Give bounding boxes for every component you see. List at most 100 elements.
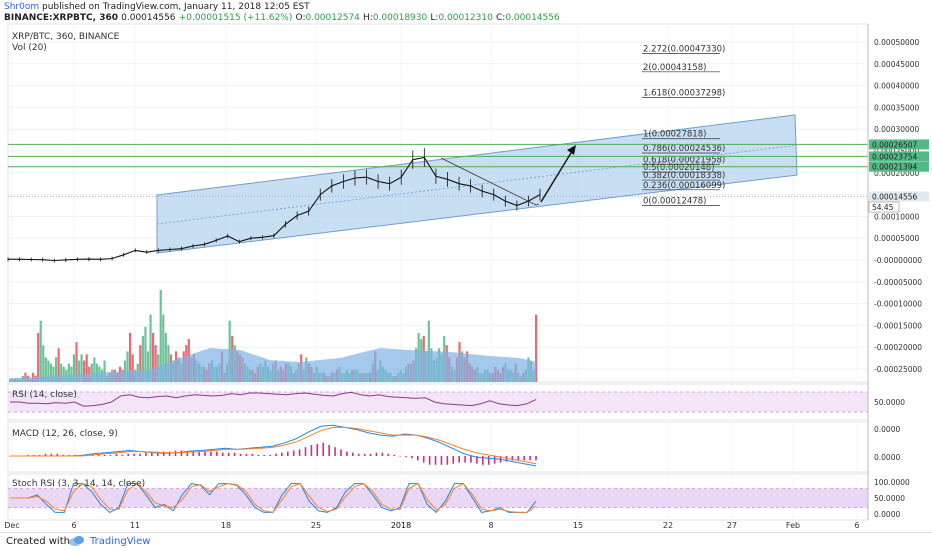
price-label-box	[869, 151, 929, 162]
volume-bar	[70, 366, 73, 382]
x-tick-label: Feb	[786, 521, 800, 530]
y-tick-label: -0.00015000	[874, 321, 922, 330]
macd-histogram-bar	[286, 451, 289, 456]
macd-histogram-bar	[334, 447, 336, 456]
macd-histogram-bar	[44, 453, 47, 456]
macd-histogram-bar	[446, 456, 449, 465]
macd-histogram-bar	[38, 454, 41, 456]
x-tick-label: 22	[663, 521, 673, 530]
macd-histogram-bar	[97, 454, 100, 456]
macd-histogram-bar	[476, 456, 478, 464]
macd-histogram-bar	[328, 445, 330, 456]
fib-level-label: 2.272(0.00047330)	[643, 45, 725, 55]
macd-histogram-bar	[346, 451, 348, 456]
author-link[interactable]: Shr0om	[4, 2, 40, 12]
macd-histogram-bar	[221, 452, 224, 456]
high-label: H:	[363, 13, 373, 23]
price-label-box	[869, 191, 929, 202]
macd-histogram-bar	[109, 454, 112, 456]
volume-bar	[75, 342, 78, 382]
volume-bar	[52, 366, 55, 382]
macd-histogram-bar	[216, 451, 218, 456]
y-tick-label: 0.00045000	[874, 60, 920, 69]
main-legend: XRP/BTC, 360, BINANCE	[12, 32, 120, 42]
volume-bar	[62, 366, 65, 382]
macd-line	[10, 424, 537, 467]
macd-histogram-bar	[357, 453, 360, 456]
price-axis: 0.00050000 0.00045000 0.00040000 0.00035000…	[867, 24, 929, 520]
macd-histogram-bar	[263, 454, 265, 456]
macd-histogram-bar	[529, 456, 531, 461]
forecast-arrow	[540, 147, 575, 203]
volume-bar	[535, 314, 538, 382]
publish-text: published on TradingView.com, January 11…	[42, 2, 310, 12]
macd-histogram-bar	[316, 443, 319, 456]
volume-ma-area	[10, 348, 536, 382]
macd-histogram-bar	[292, 450, 295, 456]
macd-histogram-bar	[381, 452, 384, 456]
y-tick-label: -0.00025000	[874, 365, 922, 374]
macd-histogram-bar	[245, 453, 248, 456]
macd-histogram-bar	[50, 453, 53, 456]
macd-histogram-bar	[275, 453, 277, 456]
stoch-rsi-pane: 100.0000 50.0000 0.0000	[8, 478, 910, 519]
macd-histogram-bar	[233, 452, 236, 456]
x-tick-label: Dec	[4, 521, 19, 530]
macd-histogram-bar	[139, 453, 141, 456]
price-label-text: 0.00021394	[872, 163, 918, 172]
x-tick-label: 2018	[391, 521, 411, 530]
volume-bar	[77, 360, 81, 382]
arrow-head-icon	[567, 145, 576, 155]
fib-level-label: 0.382(0.00018338)	[643, 171, 725, 181]
macd-histogram-bar	[393, 454, 395, 456]
volume-bar	[49, 363, 53, 382]
stoch-d-line	[10, 482, 537, 513]
channel-area	[156, 114, 798, 254]
volume-bar	[141, 336, 144, 382]
macd-histogram-bar	[103, 454, 106, 456]
macd-histogram-bar	[482, 456, 484, 465]
macd-histogram-bar	[464, 456, 466, 463]
macd-histogram-bar	[162, 451, 165, 456]
trading-chart[interactable]: 2.272(0.00047330) 2(0.00043158) 1.618(0.00…	[0, 0, 932, 532]
x-tick-label: 8	[488, 521, 493, 530]
macd-legend: MACD (12, 26, close, 9)	[12, 429, 118, 439]
channel-midline	[156, 144, 798, 225]
symbol-label: BINANCE:XRPBTC, 360	[4, 13, 118, 23]
macd-histogram-bar	[210, 451, 212, 456]
macd-histogram-bar	[227, 452, 230, 456]
volume-bar	[93, 357, 96, 382]
macd-tick-label: 0.0000	[874, 453, 900, 462]
macd-histogram-bar	[458, 456, 460, 463]
macd-histogram-bar	[351, 452, 354, 456]
fib-level-label: 0(0.00012478)	[643, 197, 706, 207]
volume-bar	[83, 360, 86, 382]
macd-histogram-bar	[68, 454, 70, 456]
macd-histogram-bar	[186, 451, 189, 456]
macd-histogram-bar	[168, 451, 171, 456]
close-label: C:	[495, 13, 506, 23]
macd-histogram-bar	[399, 456, 401, 457]
tradingview-link[interactable]: TradingView	[90, 536, 151, 547]
macd-histogram-bar	[416, 456, 419, 461]
x-tick-label: 6	[854, 521, 859, 530]
macd-histogram-bar	[411, 456, 413, 459]
stoch-band	[8, 488, 868, 508]
macd-histogram-bar	[517, 456, 520, 461]
y-tick-label: 0.00005000	[874, 234, 920, 243]
x-tick-label: 27	[727, 521, 737, 530]
macd-histogram-bar	[310, 445, 313, 456]
volume-bar	[151, 332, 155, 382]
macd-histogram-bar	[511, 456, 514, 461]
macd-histogram-bar	[422, 456, 425, 463]
macd-tick-label: 0.0000	[874, 425, 900, 434]
time-axis: Dec 6 11 18 25 2018 8 15 22 27 Feb 6	[4, 521, 859, 530]
rsi-line	[10, 391, 537, 407]
macd-histogram-bar	[440, 456, 443, 465]
macd-histogram-bar	[269, 454, 271, 456]
macd-histogram-bar	[133, 453, 135, 456]
volume-bar	[85, 354, 88, 382]
fibonacci-extension: 2.272(0.00047330) 2(0.00043158) 1.618(0.00…	[8, 45, 868, 207]
macd-pane: 0.0000 0.0000	[9, 424, 900, 467]
volume-ma	[10, 348, 536, 382]
